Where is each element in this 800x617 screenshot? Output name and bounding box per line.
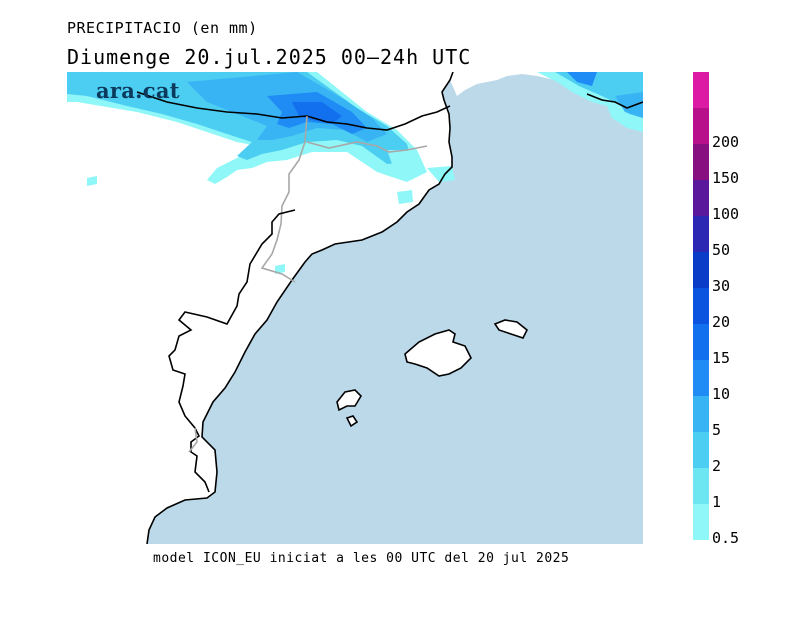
map-subtitle-date: Diumenge 20.jul.2025 00–24h UTC: [67, 45, 472, 69]
colorbar-swatch: [693, 252, 709, 288]
colorbar-swatch: [693, 396, 709, 432]
island-mallorca: [404, 329, 472, 377]
border-pyrenees: [136, 91, 451, 131]
colorbar-swatch: [693, 144, 709, 180]
model-footer: model ICON_EU iniciat a les 00 UTC del 2…: [153, 551, 570, 566]
ara-cat-logo: ara.cat: [96, 78, 180, 103]
colorbar-swatch: [693, 72, 709, 108]
colorbar-swatch: [693, 288, 709, 324]
colorbar-label: 100: [712, 205, 740, 223]
coastline-mainland: [146, 72, 454, 544]
border-catalonia-aragon: [260, 115, 308, 283]
colorbar-label: 0.5: [712, 529, 740, 547]
precipitation-map: [67, 72, 643, 544]
border-valencia-aragon: [168, 209, 296, 493]
island-ibiza: [336, 389, 363, 412]
colorbar-swatch: [693, 468, 709, 504]
colorbar-swatch: [693, 504, 709, 540]
land-mainland: [67, 72, 453, 544]
island-formentera: [345, 415, 359, 428]
colorbar-swatch: [693, 108, 709, 144]
colorbar: [693, 72, 709, 540]
colorbar-label: 200: [712, 133, 740, 151]
colorbar-swatch: [693, 360, 709, 396]
colorbar-swatch: [693, 324, 709, 360]
map-title: PRECIPITACIO (en mm): [67, 19, 258, 37]
island-menorca: [493, 319, 529, 339]
colorbar-swatch: [693, 432, 709, 468]
border-catalonia-provinces: [306, 141, 428, 153]
colorbar-swatch: [693, 216, 709, 252]
precipitation-field: [67, 72, 643, 274]
colorbar-label: 10: [712, 385, 731, 403]
colorbar-label: 150: [712, 169, 740, 187]
colorbar-label: 1: [712, 493, 722, 511]
colorbar-swatch: [693, 180, 709, 216]
colorbar-label: 30: [712, 277, 731, 295]
colorbar-label: 5: [712, 421, 722, 439]
colorbar-label: 2: [712, 457, 722, 475]
colorbar-label: 20: [712, 313, 731, 331]
colorbar-label: 50: [712, 241, 731, 259]
border-valencia-south: [188, 427, 198, 453]
border-france-east: [586, 93, 643, 109]
map-svg: [67, 72, 643, 544]
colorbar-label: 15: [712, 349, 731, 367]
